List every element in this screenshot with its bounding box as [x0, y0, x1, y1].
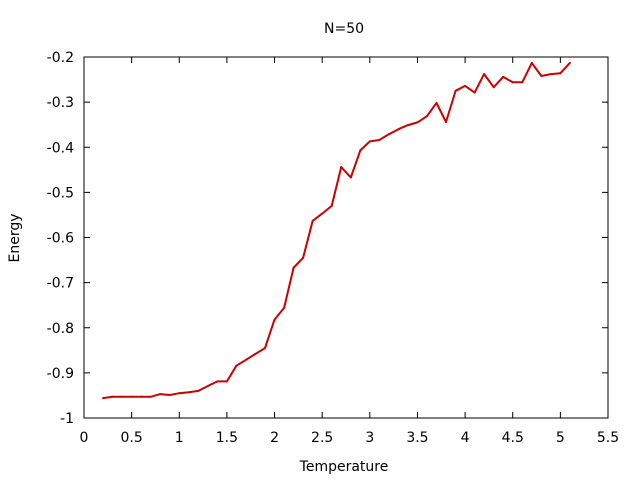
energy-data-point [140, 395, 143, 398]
x-tick-label: 1.5 [216, 430, 238, 446]
energy-data-point [206, 384, 209, 387]
x-tick-label: 2.5 [311, 430, 333, 446]
x-tick-label: 5 [556, 430, 565, 446]
energy-data-point [216, 380, 219, 383]
energy-data-point [425, 115, 428, 118]
y-tick-label: -0.6 [47, 231, 74, 247]
energy-data-point [168, 393, 171, 396]
energy-data-point [264, 347, 267, 350]
energy-data-point [235, 364, 238, 367]
x-tick-label: 0.5 [121, 430, 143, 446]
energy-data-point [349, 176, 352, 179]
energy-data-point [530, 61, 533, 64]
x-axis: 0 0.5 1 1.5 2 2.5 3 3.5 4 4.5 5 5.5 [80, 57, 619, 446]
energy-data-point [254, 352, 257, 355]
energy-data-point [397, 128, 400, 131]
y-tick-label: -1 [60, 411, 74, 427]
y-tick-label: -0.2 [47, 50, 74, 66]
energy-data-point [197, 389, 200, 392]
energy-data-point [454, 89, 457, 92]
energy-data-point [130, 395, 133, 398]
y-tick-label: -0.8 [47, 321, 74, 337]
x-tick-label: 3.5 [406, 430, 428, 446]
energy-data-point [559, 72, 562, 75]
energy-data-point [406, 124, 409, 127]
energy-data-point [321, 212, 324, 215]
x-tick-label: 5.5 [597, 430, 619, 446]
series-layer [102, 61, 571, 400]
energy-data-point [473, 91, 476, 94]
y-tick-label: -0.3 [47, 95, 74, 111]
y-axis-label: Energy [7, 213, 23, 262]
energy-data-point [416, 121, 419, 124]
energy-data-point [311, 219, 314, 222]
plot-border [83, 56, 609, 419]
energy-data-point [378, 139, 381, 142]
energy-data-point [178, 392, 181, 395]
x-tick-label: 4 [461, 430, 470, 446]
energy-data-point [244, 358, 247, 361]
energy-data-point [549, 73, 552, 76]
energy-data-point [102, 397, 105, 400]
energy-data-point [149, 395, 152, 398]
energy-series-line [102, 61, 571, 400]
chart-title: N=50 [324, 21, 364, 37]
energy-data-point [368, 140, 371, 143]
y-tick-label: -0.5 [47, 185, 74, 201]
energy-data-point [435, 102, 438, 105]
energy-data-point [445, 120, 448, 123]
energy-data-point [121, 395, 124, 398]
energy-data-point [511, 81, 514, 84]
x-tick-label: 0 [80, 430, 89, 446]
x-axis-label: Temperature [299, 459, 389, 475]
energy-data-point [502, 75, 505, 78]
energy-data-point [273, 318, 276, 321]
energy-data-point [302, 256, 305, 259]
plot-frame [83, 56, 609, 419]
energy-data-point [492, 86, 495, 89]
energy-data-point [521, 81, 524, 84]
energy-data-point [464, 84, 467, 87]
energy-data-point [283, 306, 286, 309]
y-tick-label: -0.9 [47, 366, 74, 382]
energy-data-point [359, 149, 362, 152]
energy-data-point [187, 391, 190, 394]
energy-data-point [225, 380, 228, 383]
y-tick-label: -0.4 [47, 140, 74, 156]
energy-data-point [111, 395, 114, 398]
x-tick-label: 2 [270, 430, 279, 446]
y-tick-label: -0.7 [47, 276, 74, 292]
energy-data-point [330, 204, 333, 207]
x-tick-label: 3 [365, 430, 374, 446]
energy-data-point [483, 73, 486, 76]
y-axis: -1 -0.9 -0.8 -0.7 -0.6 -0.5 -0.4 -0.3 -0.2 [47, 50, 608, 427]
x-tick-label: 4.5 [502, 430, 524, 446]
energy-data-point [159, 393, 162, 396]
energy-data-point [292, 266, 295, 269]
energy-data-point [387, 133, 390, 136]
x-tick-label: 1 [175, 430, 184, 446]
energy-data-point [540, 74, 543, 77]
energy-data-point [568, 61, 571, 64]
energy-data-point [340, 166, 343, 169]
